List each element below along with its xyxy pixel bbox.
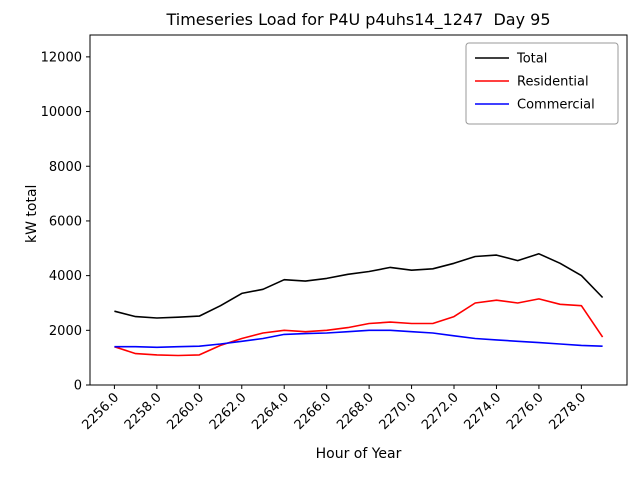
x-tick-label: 2264.0 xyxy=(249,390,292,433)
legend-label-residential: Residential xyxy=(517,75,589,90)
y-tick-label: 4000 xyxy=(49,269,82,284)
y-tick-label: 12000 xyxy=(41,50,82,65)
x-tick-label: 2256.0 xyxy=(79,390,122,433)
x-tick-label: 2266.0 xyxy=(292,390,335,433)
legend-label-total: Total xyxy=(516,52,547,67)
y-tick-label: 8000 xyxy=(49,160,82,175)
x-tick-label: 2272.0 xyxy=(419,390,462,433)
x-tick-label: 2260.0 xyxy=(164,390,207,433)
legend-label-commercial: Commercial xyxy=(517,98,595,113)
y-axis-label: kW total xyxy=(24,184,40,243)
y-tick-label: 10000 xyxy=(41,105,82,120)
x-tick-label: 2268.0 xyxy=(334,390,377,433)
y-tick-label: 0 xyxy=(74,379,82,394)
x-tick-label: 2258.0 xyxy=(122,390,165,433)
axes-frame xyxy=(89,34,628,386)
series-line-commercial xyxy=(114,329,603,349)
x-tick-label: 2270.0 xyxy=(377,390,420,433)
y-tick-label: 6000 xyxy=(49,214,82,229)
x-axis-label: Hour of Year xyxy=(315,446,402,462)
y-tick-label: 2000 xyxy=(49,324,82,339)
series-line-total xyxy=(114,253,604,319)
chart-title: Timeseries Load for P4U p4uhs14_1247 Day… xyxy=(166,10,551,29)
series-line-residential xyxy=(114,298,604,357)
x-tick-label: 2278.0 xyxy=(546,390,589,433)
x-tick-label: 2262.0 xyxy=(207,390,250,433)
x-tick-label: 2276.0 xyxy=(504,390,547,433)
x-tick-label: 2274.0 xyxy=(462,390,505,433)
